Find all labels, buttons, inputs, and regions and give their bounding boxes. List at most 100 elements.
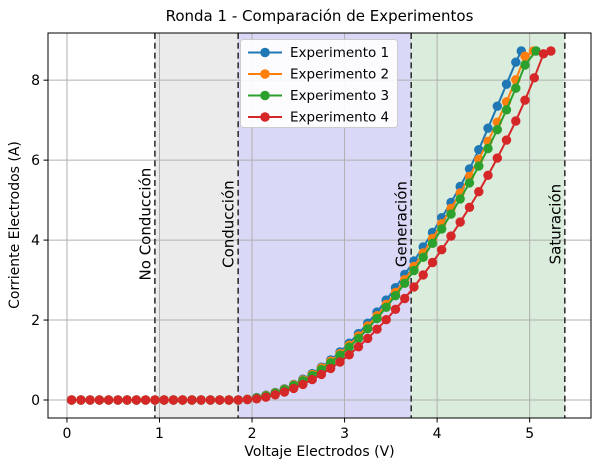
data-point-marker [224,395,234,405]
data-point-marker [353,333,364,344]
data-point-marker [85,395,95,405]
zone-label: Generación [393,181,411,267]
data-point-marker [233,395,243,405]
data-point-marker [196,395,206,405]
zone-span-1 [154,33,239,418]
data-point-marker [381,302,391,312]
data-point-marker [270,390,280,400]
data-point-marker [261,392,271,402]
data-point-marker [501,135,512,145]
data-point-marker [474,161,484,171]
data-point-marker [520,51,530,61]
y-tick-label: 4 [31,233,40,249]
data-point-marker [326,363,336,374]
data-point-marker [409,265,419,276]
data-point-marker [307,374,317,385]
legend-marker-icon [260,112,270,122]
data-point-marker [344,350,354,360]
y-tick-label: 0 [31,393,40,409]
data-point-marker [168,395,179,405]
data-point-marker [150,395,160,405]
data-point-marker [492,153,502,163]
data-point-marker [205,395,216,405]
legend-item-experimento-2: Experimento 2 [248,67,389,83]
data-point-marker [298,379,308,390]
data-point-marker [446,209,456,219]
data-point-marker [511,116,521,126]
data-point-marker [483,170,493,180]
data-point-marker [94,395,105,405]
legend-marker-icon [260,90,270,101]
data-point-marker [538,49,549,59]
x-tick-label: 5 [525,426,534,442]
x-tick-label: 0 [63,426,72,442]
data-point-marker [344,342,354,352]
x-axis-label: Voltaje Electrodos (V) [244,444,394,460]
data-point-marker [335,350,345,360]
data-point-marker [400,278,410,288]
data-point-marker [177,395,188,405]
data-point-marker [501,105,512,115]
data-point-marker [464,178,475,188]
legend-label: Experimento 1 [290,45,389,61]
y-tick-label: 8 [31,73,40,89]
data-point-marker [66,395,77,405]
data-point-marker [511,57,521,67]
data-point-marker [131,395,142,405]
data-point-marker [242,394,253,405]
legend-item-experimento-4: Experimento 4 [248,110,389,126]
data-point-marker [427,257,438,268]
data-point-marker [215,395,225,405]
data-point-marker [546,46,556,56]
data-point-marker [531,46,541,56]
data-point-marker [474,145,484,155]
data-point-marker [520,60,530,70]
data-point-marker [113,395,123,405]
data-point-marker [418,270,428,280]
data-point-marker [511,83,521,93]
y-tick-label: 2 [31,313,40,329]
data-point-marker [372,324,382,334]
y-tick-label: 6 [31,153,40,169]
data-point-marker [363,324,373,334]
data-point-marker [492,101,502,111]
data-point-marker [464,202,475,212]
data-point-marker [103,395,114,405]
legend-marker-icon [260,69,270,79]
data-point-marker [455,217,465,227]
zone-label: Conducción [220,180,238,268]
data-point-marker [279,387,290,397]
data-point-marker [159,395,169,405]
legend-label: Experimento 3 [290,88,389,104]
axes-frame [47,32,592,419]
data-point-marker [427,238,438,248]
data-point-marker [122,395,132,405]
data-point-marker [455,194,465,204]
legend-item-experimento-3: Experimento 3 [248,88,389,104]
legend-marker-icon [260,47,270,58]
series-experimento-4 [66,46,556,405]
data-point-marker [372,313,382,324]
data-point-marker [437,224,447,234]
data-point-marker [400,293,410,304]
chart-title: Ronda 1 - Comparación de Experimentos [166,7,474,25]
zone-label: No Conducción [136,168,154,281]
data-point-marker [409,282,419,292]
data-point-marker [252,394,262,404]
data-point-marker [76,395,86,405]
data-point-marker [483,143,493,154]
data-point-marker [483,123,493,133]
x-tick-label: 3 [340,426,349,442]
x-tick-label: 2 [248,426,257,442]
data-point-marker [446,231,456,241]
data-point-marker [187,395,197,405]
data-point-marker [381,315,391,325]
legend-label: Experimento 2 [290,67,389,83]
zone-label: Saturación [546,184,564,265]
data-point-marker [363,333,373,344]
data-point-marker [316,369,327,380]
legend-label: Experimento 4 [290,110,389,126]
data-point-marker [437,245,447,255]
